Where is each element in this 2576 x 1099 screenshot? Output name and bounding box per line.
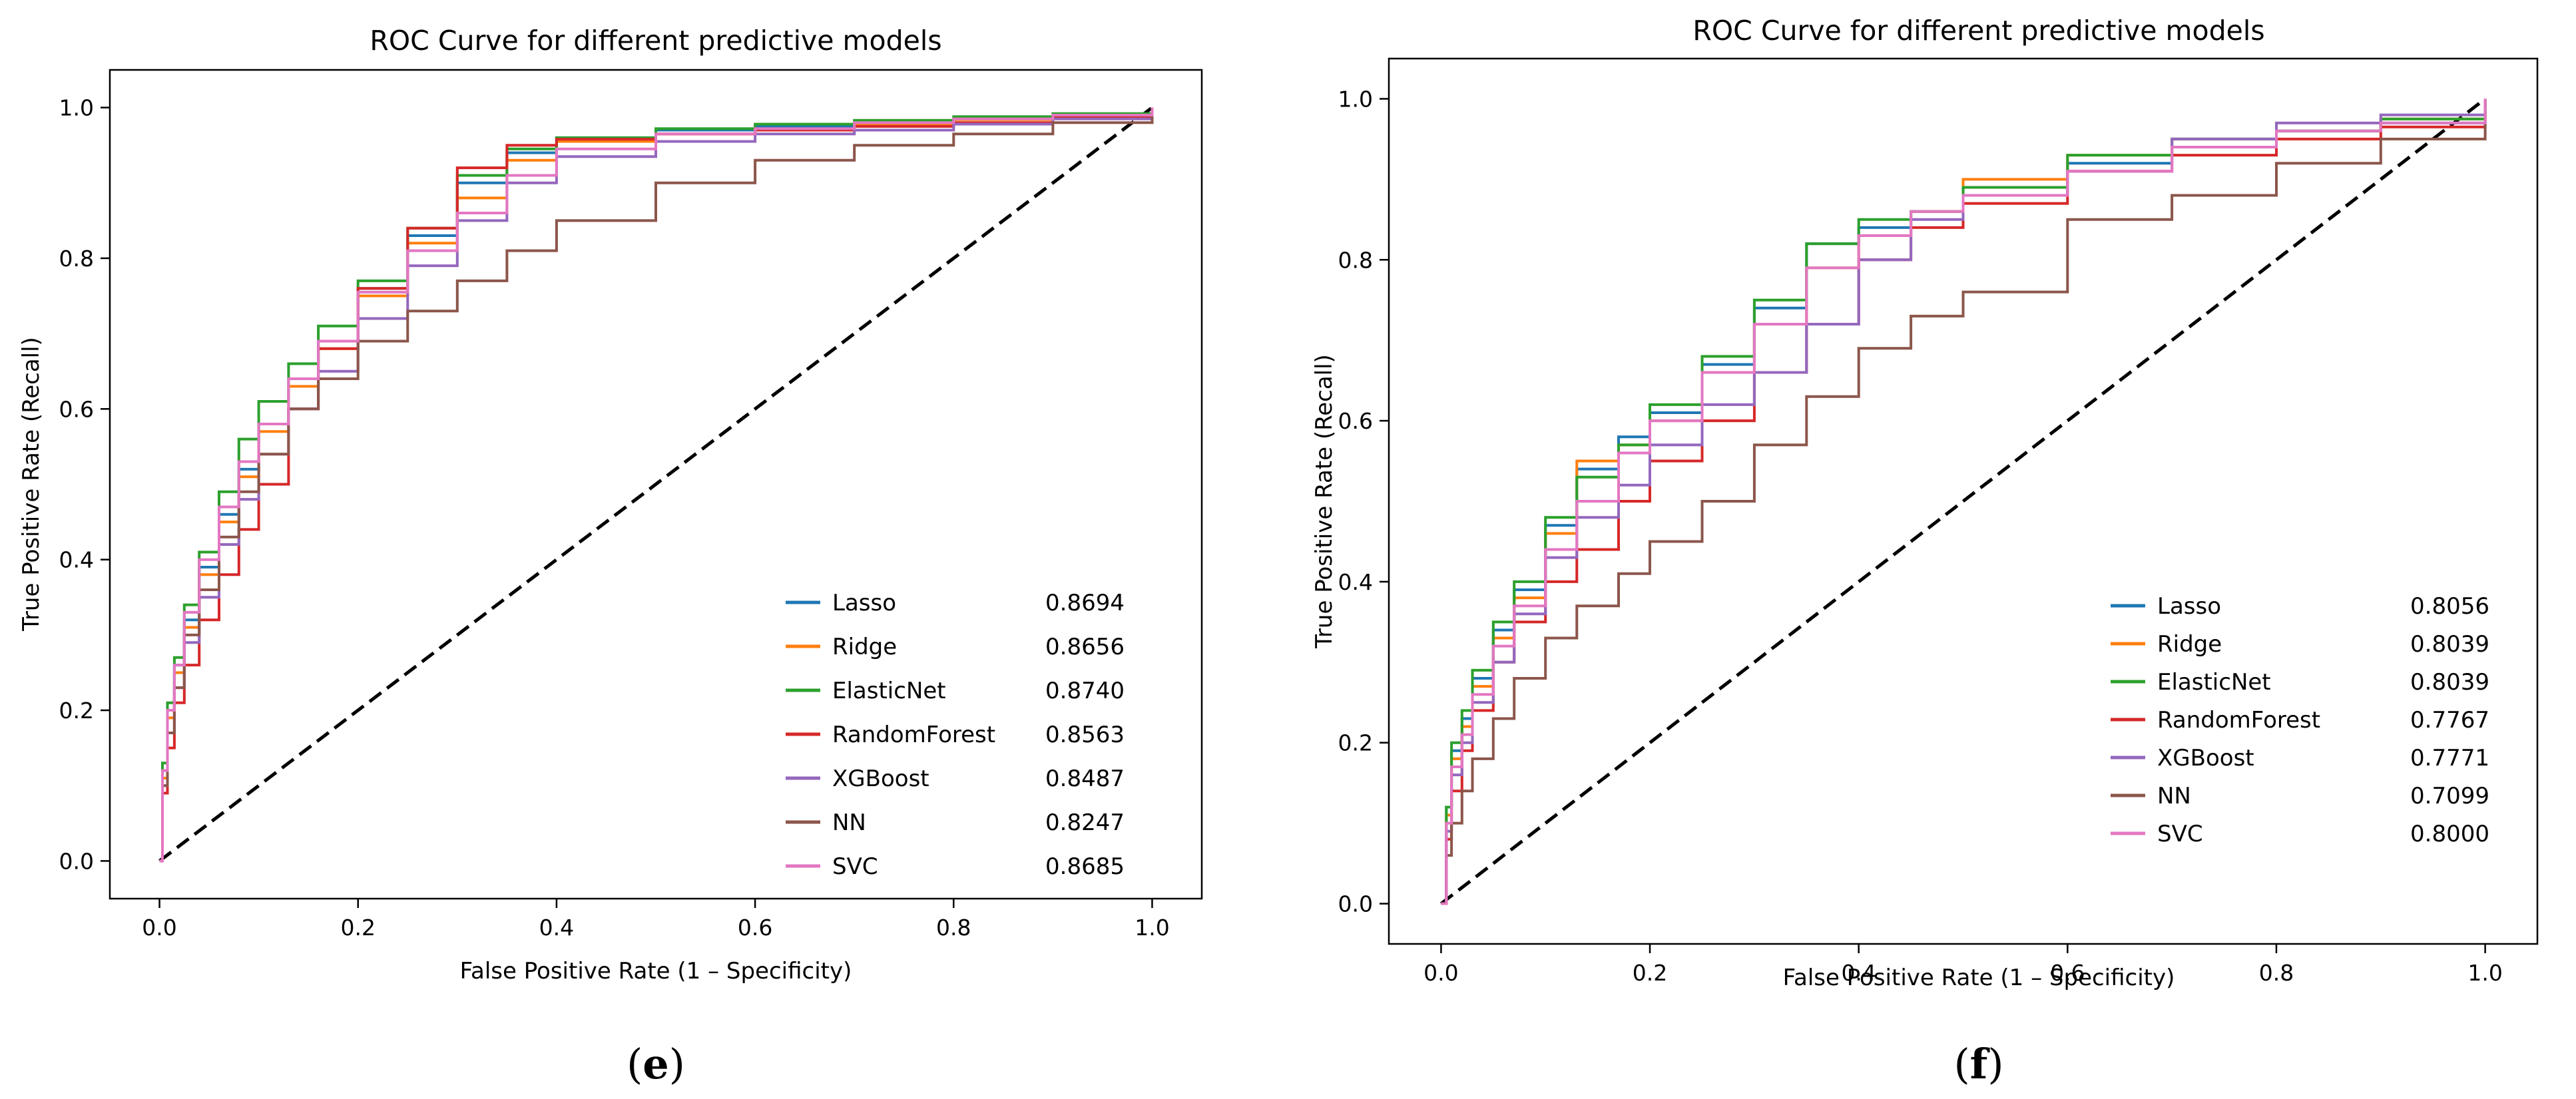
legend-auc-value: 0.7767 <box>2410 707 2489 734</box>
legend-auc-value: 0.8563 <box>1045 722 1125 748</box>
x-axis-ticks: 0.0 0.2 0.4 0.6 0.8 1.0 <box>142 899 1170 941</box>
y-tick-label: 0.2 <box>1338 730 1373 756</box>
y-tick-label: 0.0 <box>1338 891 1373 917</box>
y-axis-ticks: 0.0 0.2 0.4 0.6 0.8 1.0 <box>59 95 110 874</box>
panel-label: (e) <box>627 1040 685 1088</box>
plot-frame <box>1388 57 2539 945</box>
legend-label: RandomForest <box>832 722 995 748</box>
y-tick-label: 0.6 <box>1338 408 1373 434</box>
chart-title: ROC Curve for different predictive model… <box>370 25 941 57</box>
legend-label: XGBoost <box>2157 745 2254 771</box>
legend-label: Lasso <box>2157 593 2221 620</box>
legend-label: NN <box>832 809 866 836</box>
x-tick-label: 0.4 <box>539 915 574 941</box>
panel-f: ROC Curve for different predictive model… <box>1311 15 2539 1088</box>
legend: Lasso 0.8694 Ridge 0.8656 ElasticNet 0.8740 Ra… <box>786 590 1125 880</box>
y-tick-label: 1.0 <box>1338 86 1373 112</box>
legend-auc-value: 0.8056 <box>2410 593 2489 620</box>
legend-auc-value: 0.8685 <box>1045 853 1125 880</box>
plot-frame <box>109 69 1203 900</box>
legend-auc-value: 0.8000 <box>2410 821 2489 847</box>
chance-diagonal-line <box>1439 97 2487 905</box>
legend-auc-value: 0.8487 <box>1045 766 1125 792</box>
x-tick-label: 1.0 <box>1135 915 1169 941</box>
x-axis-label: False Positive Rate (1 – Specificity) <box>460 958 852 985</box>
panel-e: ROC Curve for different predictive model… <box>18 25 1203 1088</box>
y-tick-label: 0.8 <box>59 246 94 272</box>
x-tick-label: 0.2 <box>1633 960 1667 986</box>
y-tick-label: 0.4 <box>59 547 94 573</box>
legend-label: Ridge <box>832 634 897 660</box>
chart-title: ROC Curve for different predictive model… <box>1692 15 2264 47</box>
legend-label: SVC <box>832 853 878 880</box>
x-axis-label: False Positive Rate (1 – Specificity) <box>1783 965 2175 991</box>
roc-line-svc <box>1441 99 2487 905</box>
legend: Lasso 0.8056 Ridge 0.8039 ElasticNet 0.8039 Ra… <box>2111 593 2489 847</box>
roc-series-group <box>1441 99 2487 905</box>
x-tick-label: 0.8 <box>936 915 971 941</box>
x-axis-ticks: 0.0 0.2 0.4 0.6 0.8 1.0 <box>1423 944 2503 986</box>
legend-label: NN <box>2157 783 2191 809</box>
roc-line-nn <box>1441 99 2487 905</box>
x-tick-label: 0.6 <box>738 915 772 941</box>
legend-label: Ridge <box>2157 631 2222 658</box>
legend-auc-value: 0.7099 <box>2410 783 2489 809</box>
legend-auc-value: 0.8039 <box>2410 669 2489 696</box>
legend-auc-value: 0.8247 <box>1045 809 1125 836</box>
x-tick-label: 0.0 <box>142 915 176 941</box>
x-tick-label: 0.8 <box>2259 960 2294 986</box>
y-axis-label: True Positive Rate (Recall) <box>18 337 45 632</box>
y-tick-label: 0.6 <box>59 396 94 422</box>
legend-auc-value: 0.8740 <box>1045 678 1125 704</box>
legend-auc-value: 0.8656 <box>1045 634 1125 660</box>
roc-line-svc <box>159 107 1154 863</box>
x-tick-label: 1.0 <box>2467 960 2502 986</box>
legend-label: XGBoost <box>832 766 929 792</box>
legend-label: RandomForest <box>2157 707 2320 734</box>
legend-label: ElasticNet <box>2157 669 2271 696</box>
panel-label: (f) <box>1953 1040 2003 1088</box>
legend-auc-value: 0.8039 <box>2410 631 2489 658</box>
roc-line-nn <box>159 107 1154 863</box>
y-axis-ticks: 0.0 0.2 0.4 0.6 0.8 1.0 <box>1338 86 1389 917</box>
x-tick-label: 0.4 <box>1841 960 1876 986</box>
y-axis-label: True Positive Rate (Recall) <box>1311 354 1338 649</box>
roc-series-group <box>159 107 1154 863</box>
chance-diagonal-line <box>158 106 1153 863</box>
y-tick-label: 0.8 <box>1338 247 1373 273</box>
legend-auc-value: 0.8694 <box>1045 590 1125 616</box>
x-tick-label: 0.0 <box>1423 960 1458 986</box>
x-tick-label: 0.6 <box>2050 960 2085 986</box>
x-tick-label: 0.2 <box>340 915 375 941</box>
legend-label: SVC <box>2157 821 2203 847</box>
y-tick-label: 1.0 <box>59 95 94 121</box>
legend-label: Lasso <box>832 590 896 616</box>
y-tick-label: 0.2 <box>59 698 94 724</box>
y-tick-label: 0.4 <box>1338 569 1373 595</box>
y-tick-label: 0.0 <box>59 848 94 874</box>
legend-auc-value: 0.7771 <box>2410 745 2489 771</box>
legend-label: ElasticNet <box>832 678 946 704</box>
